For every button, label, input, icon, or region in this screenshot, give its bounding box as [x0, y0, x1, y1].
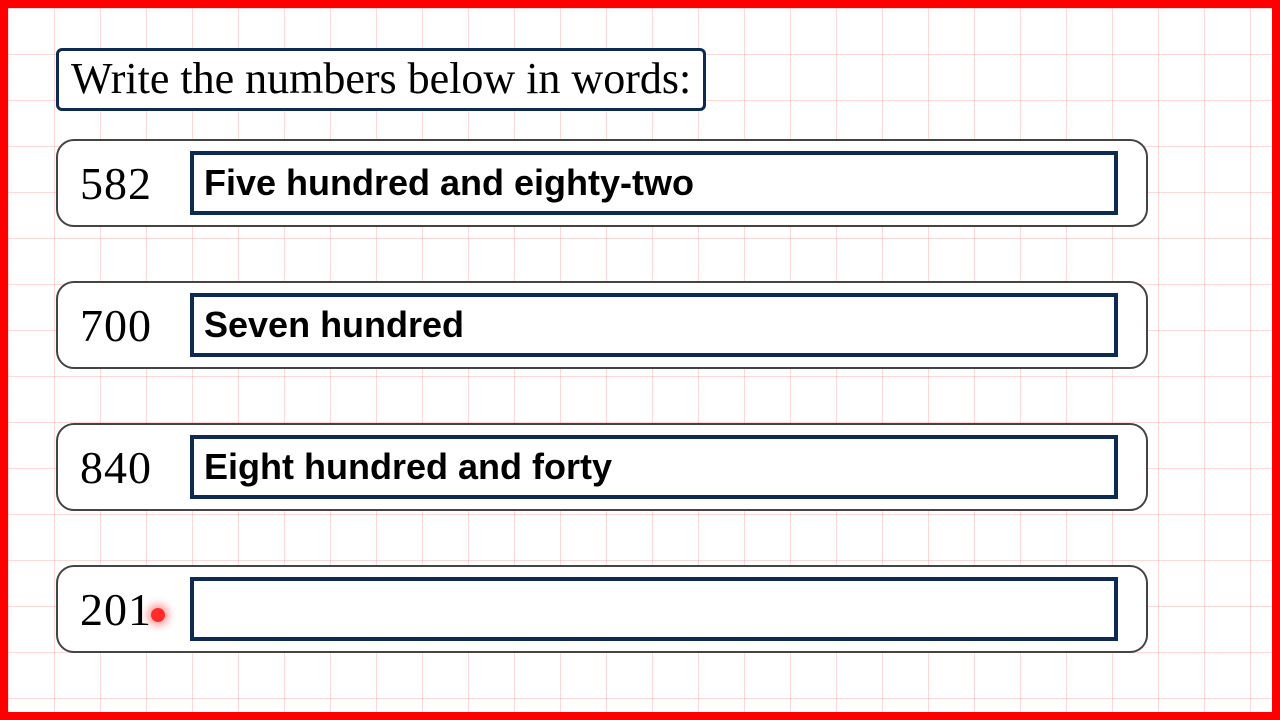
rows-container: 582 Five hundred and eighty-two 700 Seve…	[56, 139, 1224, 653]
number-row: 840 Eight hundred and forty	[56, 423, 1148, 511]
answer-text: Eight hundred and forty	[204, 446, 612, 488]
number-label: 700	[80, 299, 190, 352]
answer-field[interactable]	[190, 577, 1118, 641]
answer-text: Five hundred and eighty-two	[204, 162, 694, 204]
number-row: 582 Five hundred and eighty-two	[56, 139, 1148, 227]
answer-field[interactable]: Seven hundred	[190, 293, 1118, 357]
number-row: 201	[56, 565, 1148, 653]
number-label: 582	[80, 157, 190, 210]
title-box: Write the numbers below in words:	[56, 48, 706, 111]
worksheet-frame: Write the numbers below in words: 582 Fi…	[0, 0, 1280, 720]
number-label: 840	[80, 441, 190, 494]
number-row: 700 Seven hundred	[56, 281, 1148, 369]
page-title: Write the numbers below in words:	[71, 54, 691, 103]
number-label: 201	[80, 583, 190, 636]
answer-text: Seven hundred	[204, 304, 464, 346]
answer-field[interactable]: Eight hundred and forty	[190, 435, 1118, 499]
answer-field[interactable]: Five hundred and eighty-two	[190, 151, 1118, 215]
laser-pointer-icon	[151, 608, 165, 622]
